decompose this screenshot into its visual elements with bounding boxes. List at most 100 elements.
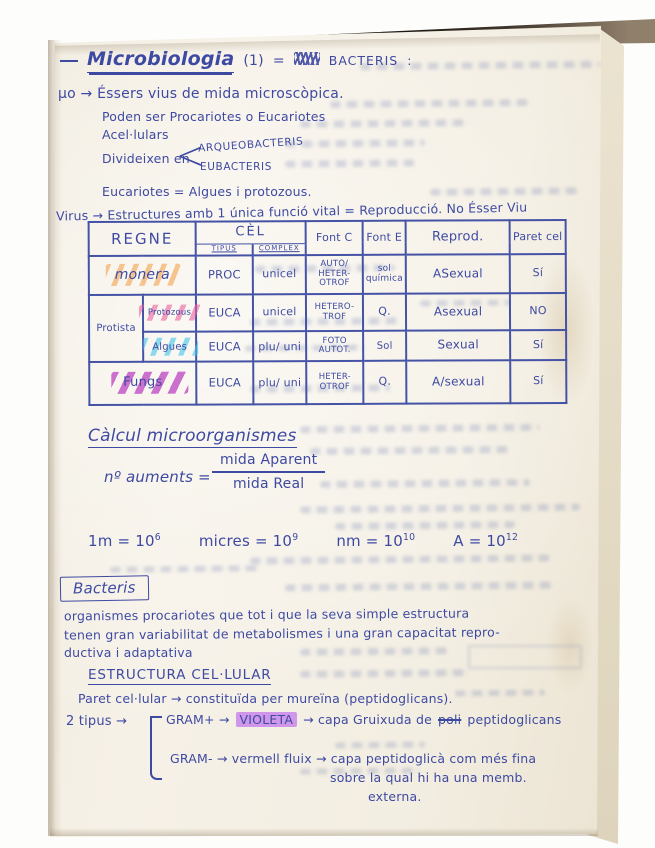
paret-cellular-line: Paret cel·lular → constituïda per mureïn…: [78, 691, 453, 706]
cell-font-e: Q.: [362, 293, 407, 331]
header-font-e: Font E: [362, 220, 406, 255]
gram-negative-line3: externa.: [368, 789, 422, 804]
bleedthrough-mark: [284, 139, 426, 148]
kingdoms-table: REGNE CÈL Font C Font E Reprod. Paret ce…: [88, 219, 568, 406]
cell-paret: NO: [509, 292, 567, 331]
tipus-bracket: [150, 716, 162, 780]
bacteris-heading: Bacteris: [59, 575, 149, 602]
regne-protozous: Protozous: [147, 307, 192, 318]
table-row-protozous: Protista Protozous EUCA unicel HETERO- T…: [88, 292, 567, 363]
title-dash: [60, 59, 78, 62]
cell-font-c: FOTO AUTOT.: [306, 330, 364, 362]
cell-tipus: EUCA: [196, 331, 254, 362]
cell-reprod: Sexual: [406, 330, 511, 361]
header-complex: COMPLEX: [252, 243, 306, 256]
bleedthrough-mark: [249, 554, 551, 565]
fraction-numerator: mida Aparent: [212, 452, 326, 473]
bleedthrough-mark: [334, 741, 426, 749]
cell-complex: unicel: [252, 255, 306, 295]
cell-reprod: Asexual: [405, 293, 511, 331]
bleedthrough-mark: [454, 689, 546, 697]
unit-item: micres = 109: [198, 532, 299, 550]
cell-complex: unicel: [252, 294, 307, 332]
table-row-fungs: Fungs EUCA plu/ uni HETER- OTROF Q. A/se…: [89, 359, 567, 406]
table-row-monera: monera PROC unicel AUTO/ HETER- OTROF so…: [88, 253, 566, 296]
bacteris-paragraph-line: organismes procariotes que tot i que la …: [63, 605, 470, 624]
title-number: (1): [243, 53, 264, 69]
cell-font-e: Q.: [363, 360, 407, 404]
cell-font-c: HETER- OTROF: [306, 360, 364, 405]
equals-sign: =: [272, 53, 285, 69]
title-row: Microbiologia (1) = BACTERIS :: [60, 48, 412, 73]
line-eucariotes: Eucariotes = Algues i protozous.: [102, 184, 312, 199]
header-font-c: Font C: [305, 220, 363, 256]
page-bottom-edge-shadow: [50, 828, 598, 836]
bleedthrough-mark: [284, 581, 556, 592]
unit-item: A = 1012: [453, 532, 519, 550]
gram-negative-line: GRAM- → vermell fluix → capa peptidoglic…: [170, 751, 537, 766]
bleedthrough-box: [468, 645, 582, 669]
line-poden-ser: Poden ser Procariotes o Eucariotes: [102, 109, 326, 124]
cell-paret: Sí: [510, 359, 567, 404]
cell-tipus: EUCA: [196, 361, 254, 405]
header-paret: Paret cel: [509, 219, 566, 255]
gram-positive-mid: → capa Gruixuda de: [303, 712, 432, 727]
formula-fraction: mida Aparent mida Real: [212, 452, 326, 492]
cell-tipus: EUCA: [195, 294, 254, 332]
branch-eubacteris: EUBACTERIS: [200, 161, 272, 173]
cell-paret: Sí: [510, 329, 567, 361]
estructura-heading: ESTRUCTURA CEL·LULAR: [88, 667, 272, 685]
regne-algues: Algues: [152, 341, 188, 353]
bleedthrough-mark: [329, 98, 531, 109]
branch-angle-glyph: <: [176, 133, 205, 179]
bacteris-paragraph-line: ductiva i adaptativa: [64, 645, 193, 660]
cell-reprod: ASexual: [405, 254, 510, 294]
cell-font-c: HETERO- TROF: [305, 293, 364, 332]
gram-positive-label: GRAM+ →: [166, 712, 230, 727]
cell-font-e: sol química: [362, 254, 406, 294]
scribbled-out-word: [293, 52, 320, 65]
regne-fungs: Fungs: [123, 375, 163, 391]
regne-group-protista: Protista: [88, 294, 144, 363]
bleedthrough-mark: [334, 521, 516, 530]
regne-monera: monera: [114, 266, 170, 283]
cell-font-c: AUTO/ HETER- OTROF: [305, 254, 363, 295]
fraction-denominator: mida Real: [232, 476, 305, 492]
bleedthrough-mark: [299, 119, 471, 128]
bleedthrough-mark: [284, 159, 416, 168]
title-colon: :: [407, 53, 412, 68]
unit-item: nm = 1010: [336, 532, 416, 550]
cell-complex: plu/ uni: [253, 361, 307, 405]
gram-negative-line2: sobre la qual hi ha una memb.: [330, 770, 527, 785]
line-divideixen: Divideixen en: [102, 151, 190, 166]
cell-paret: Sí: [509, 253, 566, 294]
bleedthrough-mark: [309, 445, 511, 456]
header-cel: CÈL: [195, 221, 306, 244]
table-row-algues: Algues EUCA plu/ uni FOTO AUTOT. Sol Sex…: [89, 329, 567, 362]
violeta-highlighted: VIOLETA: [235, 712, 298, 727]
calcul-heading: Càlcul microorganismes: [88, 426, 297, 448]
cell-reprod: A/sexual: [406, 360, 511, 404]
header-tipus: TIPUS: [195, 243, 253, 256]
line-acellulars: Acel·lulars: [102, 127, 169, 142]
bacteris-paragraph-line: tenen gran variabilitat de metabolismes …: [63, 624, 500, 643]
bleedthrough-mark: [319, 478, 531, 489]
header-reprod: Reprod.: [405, 220, 510, 255]
unit-item: 1m = 106: [88, 532, 161, 550]
bleedthrough-mark: [429, 187, 581, 196]
dos-tipus-label: 2 tipus →: [66, 714, 128, 729]
gram-positive-rest: peptidoglicans: [467, 712, 562, 727]
gram-positive-line: GRAM+ → VIOLETA → capa Gruixuda de poli …: [166, 712, 561, 727]
branch-arqueobacteris: ARQUEOBACTERIS: [197, 135, 304, 155]
cell-complex: plu/ uni: [253, 331, 307, 362]
title-subject: BACTERIS: [328, 53, 399, 68]
bleedthrough-mark: [299, 647, 451, 656]
formula-label: nº auments =: [104, 468, 211, 486]
header-regne: REGNE: [88, 221, 196, 257]
page-title: Microbiologia: [87, 48, 235, 73]
cell-tipus: PROC: [195, 255, 253, 295]
page-left-edge-shadow: [48, 40, 62, 836]
